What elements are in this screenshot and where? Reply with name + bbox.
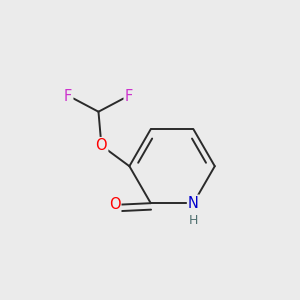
Text: F: F <box>64 89 72 104</box>
Text: N: N <box>188 196 199 211</box>
Text: H: H <box>189 214 198 227</box>
Text: O: O <box>109 197 120 212</box>
Text: F: F <box>125 89 133 104</box>
Text: O: O <box>96 138 107 153</box>
